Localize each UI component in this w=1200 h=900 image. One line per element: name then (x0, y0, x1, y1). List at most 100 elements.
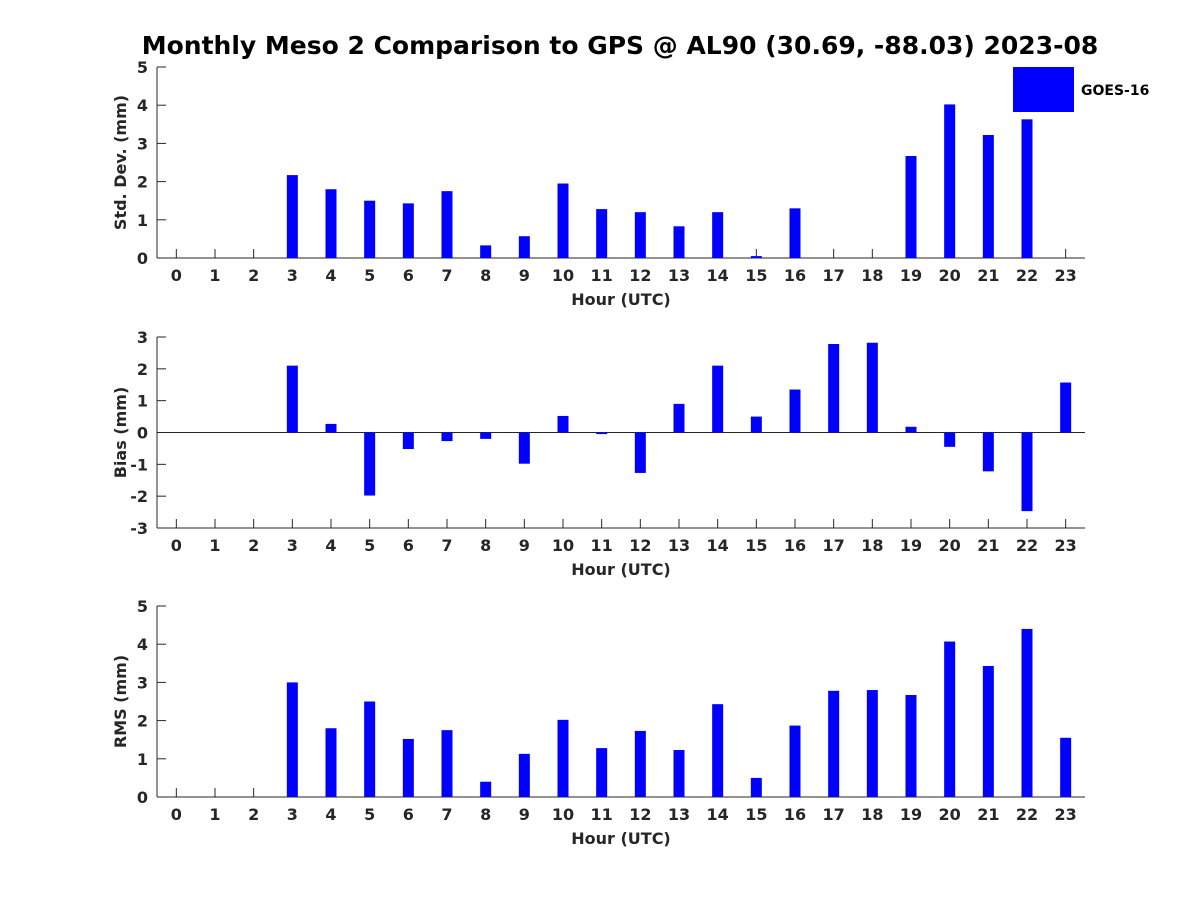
x-tick-label: 14 (707, 805, 729, 824)
x-tick-label: 14 (707, 536, 729, 555)
x-tick-label: 3 (287, 266, 298, 285)
bar-hour-12 (634, 730, 646, 797)
bar-hour-23 (1060, 382, 1072, 433)
x-tick-label: 9 (519, 536, 530, 555)
x-tick-label: 11 (591, 805, 613, 824)
x-tick-label: 1 (209, 805, 220, 824)
bar-hour-14 (712, 212, 724, 258)
x-tick-label: 16 (784, 805, 806, 824)
x-tick-label: 2 (248, 536, 259, 555)
bar-hour-7 (441, 730, 453, 797)
x-tick-label: 19 (900, 536, 922, 555)
bar-hour-23 (1060, 737, 1072, 797)
bar-hour-9 (518, 432, 530, 464)
bar-hour-15 (750, 777, 762, 797)
bar-hour-7 (441, 432, 453, 442)
y-tick-label: 0 (137, 249, 148, 268)
bar-hour-20 (944, 641, 956, 797)
x-tick-label: 11 (591, 266, 613, 285)
x-tick-label: 13 (668, 805, 690, 824)
bar-hour-21 (982, 432, 994, 472)
x-tick-label: 5 (364, 805, 375, 824)
x-tick-label: 21 (977, 536, 999, 555)
bar-hour-10 (557, 415, 569, 433)
x-tick-label: 19 (900, 266, 922, 285)
bar-hour-11 (596, 209, 608, 258)
bar-hour-21 (982, 665, 994, 797)
x-tick-label: 15 (745, 266, 767, 285)
bar-hour-10 (557, 183, 569, 258)
y-tick-label: 1 (137, 392, 148, 411)
x-tick-label: 18 (861, 536, 883, 555)
bar-hour-11 (596, 748, 608, 797)
y-tick-label: 0 (137, 788, 148, 807)
x-tick-label: 6 (403, 266, 414, 285)
bar-hour-4 (325, 189, 337, 258)
y-tick-label: 3 (137, 328, 148, 347)
bar-hour-14 (712, 365, 724, 433)
x-tick-label: 22 (1016, 266, 1038, 285)
bar-hour-14 (712, 704, 724, 797)
x-tick-label: 5 (364, 266, 375, 285)
bar-hour-11 (596, 432, 608, 435)
x-tick-label: 20 (939, 805, 961, 824)
bar-hour-8 (480, 245, 492, 258)
y-tick-label: 2 (137, 360, 148, 379)
bar-hour-16 (789, 208, 801, 258)
x-tick-label: 0 (171, 805, 182, 824)
bar-hour-5 (364, 701, 376, 797)
x-tick-label: 6 (403, 805, 414, 824)
x-tick-label: 9 (519, 805, 530, 824)
legend-label: GOES-16 (1081, 83, 1149, 99)
x-tick-label: 19 (900, 805, 922, 824)
x-tick-label: 17 (823, 266, 845, 285)
x-tick-label: 12 (629, 536, 651, 555)
chart-title: Monthly Meso 2 Comparison to GPS @ AL90 … (142, 31, 1099, 60)
x-tick-label: 6 (403, 536, 414, 555)
x-tick-label: 10 (552, 805, 574, 824)
y-axis-label: Std. Dev. (mm) (111, 95, 130, 230)
y-tick-label: 3 (137, 134, 148, 153)
legend: GOES-16 (1013, 67, 1149, 112)
x-tick-label: 17 (823, 536, 845, 555)
y-tick-label: 2 (137, 173, 148, 192)
bar-hour-4 (325, 728, 337, 797)
bar-hour-20 (944, 104, 956, 258)
x-tick-label: 1 (209, 536, 220, 555)
x-tick-label: 16 (784, 266, 806, 285)
bar-hour-13 (673, 226, 685, 258)
bar-hour-19 (905, 695, 917, 797)
bar-hour-13 (673, 750, 685, 797)
y-tick-label: -3 (130, 519, 148, 538)
bar-hour-9 (518, 236, 530, 258)
bar-hour-6 (402, 432, 414, 450)
x-axis-label: Hour (UTC) (571, 560, 671, 579)
y-tick-label: 1 (137, 211, 148, 230)
x-tick-label: 14 (707, 266, 729, 285)
x-tick-label: 15 (745, 805, 767, 824)
y-tick-label: 5 (137, 58, 148, 77)
x-tick-label: 4 (325, 805, 336, 824)
x-tick-label: 2 (248, 266, 259, 285)
x-tick-label: 4 (325, 266, 336, 285)
bar-hour-5 (364, 200, 376, 258)
bar-hour-20 (944, 432, 956, 447)
bar-hour-22 (1021, 628, 1033, 797)
bar-hour-7 (441, 191, 453, 258)
x-tick-label: 0 (171, 266, 182, 285)
bar-hour-12 (634, 212, 646, 258)
x-tick-label: 15 (745, 536, 767, 555)
x-tick-label: 13 (668, 266, 690, 285)
x-tick-label: 7 (441, 805, 452, 824)
bar-hour-6 (402, 203, 414, 258)
x-tick-label: 13 (668, 536, 690, 555)
bar-hour-19 (905, 426, 917, 433)
bar-hour-15 (750, 416, 762, 433)
x-tick-label: 22 (1016, 805, 1038, 824)
bar-hour-12 (634, 432, 646, 473)
x-tick-label: 11 (591, 536, 613, 555)
bar-hour-9 (518, 753, 530, 797)
bar-hour-21 (982, 134, 994, 258)
